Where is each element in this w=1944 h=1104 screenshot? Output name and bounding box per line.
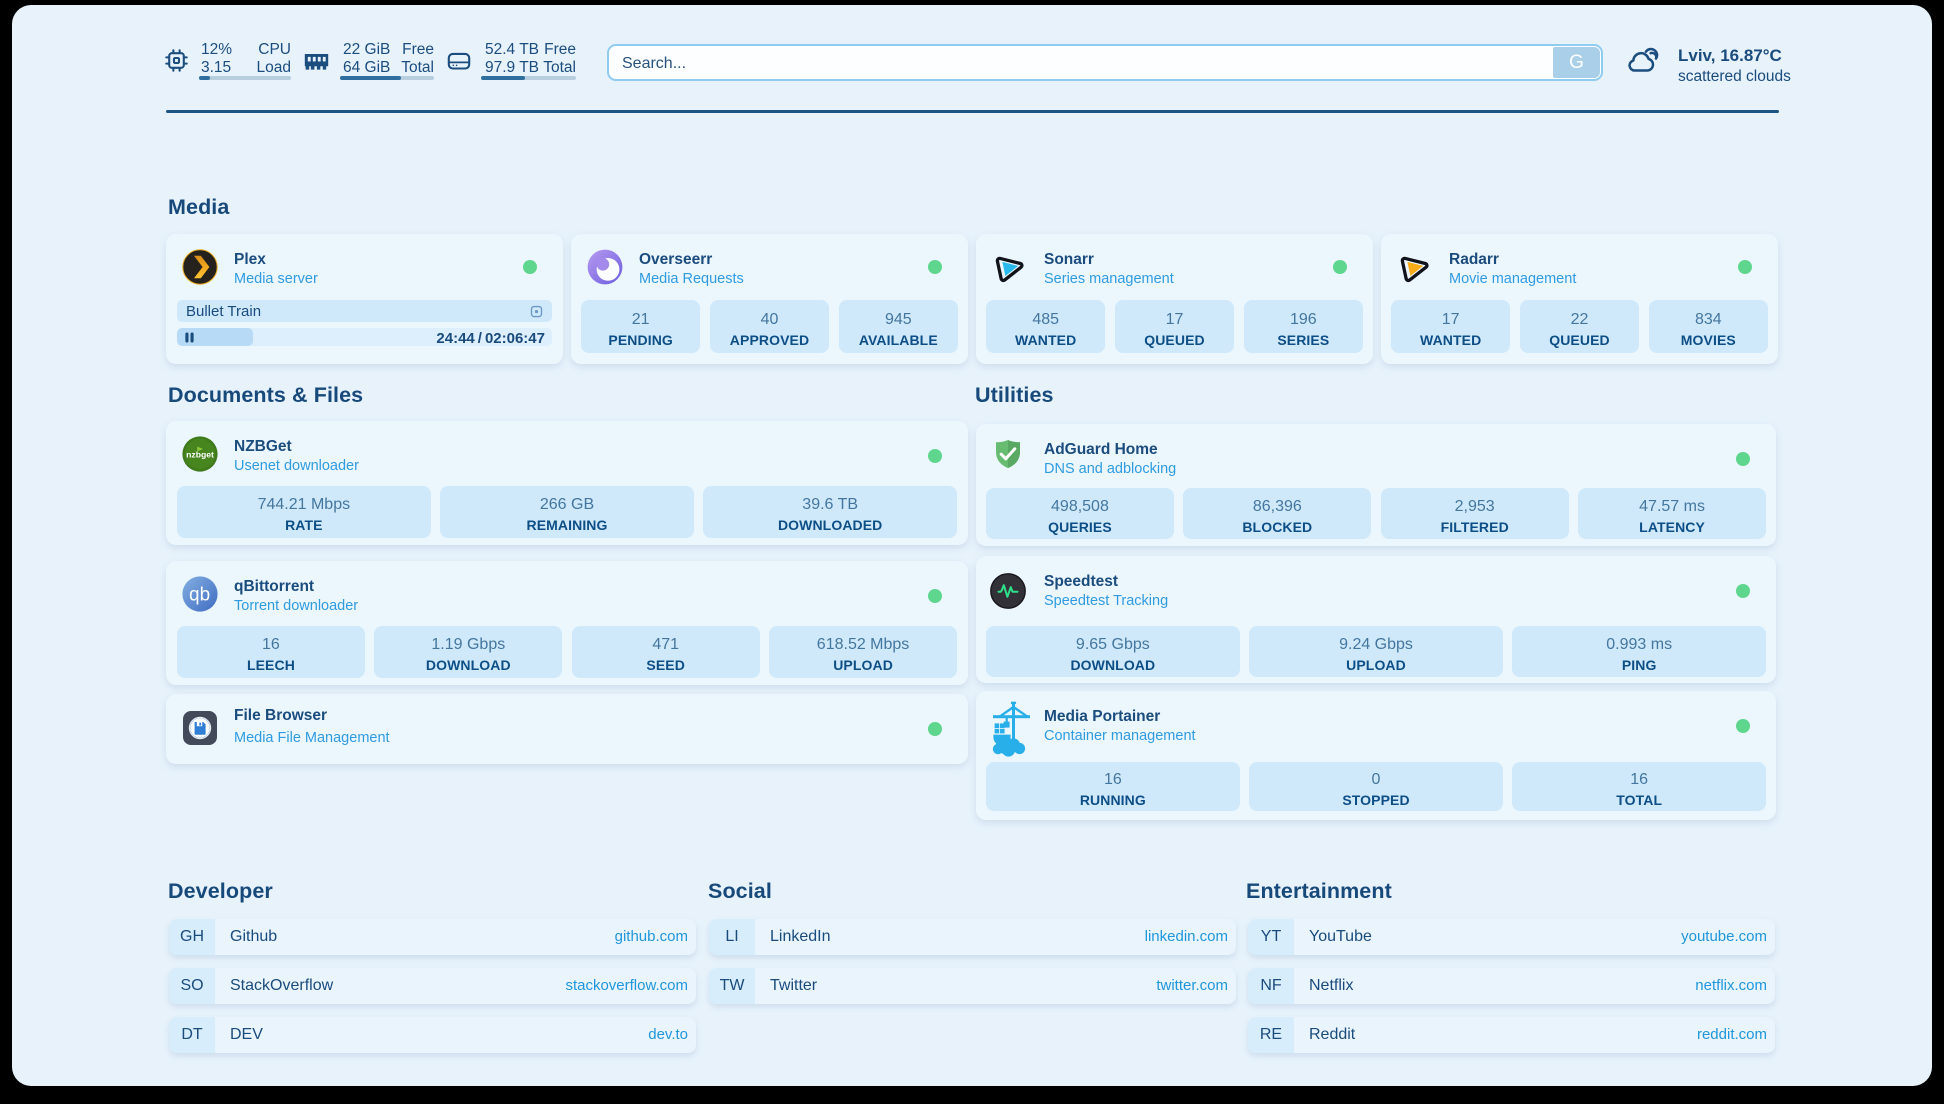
- svg-text:qb: qb: [189, 584, 210, 605]
- svg-text:nzbget: nzbget: [186, 450, 214, 460]
